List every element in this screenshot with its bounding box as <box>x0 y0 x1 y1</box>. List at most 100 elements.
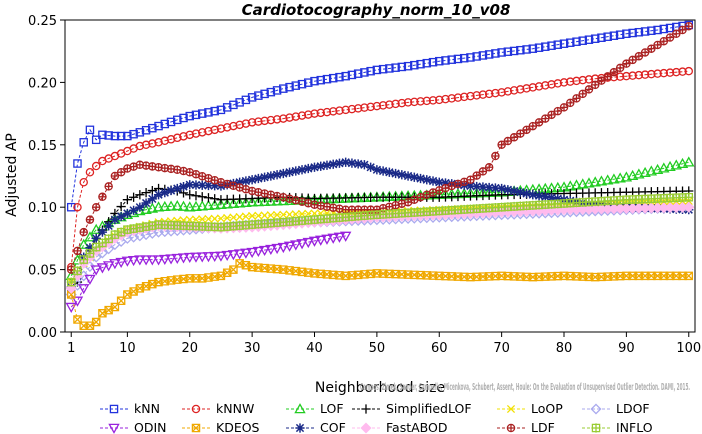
data-point <box>140 229 152 241</box>
data-point <box>90 265 102 276</box>
data-point <box>210 125 219 135</box>
data-point <box>96 263 109 274</box>
data-point <box>528 190 538 200</box>
data-point <box>197 128 207 137</box>
data-point <box>235 177 245 187</box>
data-point <box>304 78 313 87</box>
data-point <box>202 199 215 210</box>
data-point <box>341 71 350 81</box>
data-point <box>204 108 213 117</box>
data-point <box>73 202 82 212</box>
data-point <box>459 92 469 102</box>
data-point <box>391 63 400 72</box>
x-tick-label: 40 <box>306 341 323 356</box>
data-point <box>478 167 488 176</box>
data-point <box>391 99 400 109</box>
data-point <box>184 201 196 212</box>
y-tick-label: 0.15 <box>28 139 57 154</box>
data-point <box>435 56 444 66</box>
data-point <box>503 87 513 96</box>
data-point <box>459 53 469 63</box>
data-point <box>651 163 664 175</box>
data-point <box>141 125 151 135</box>
data-point <box>534 82 544 91</box>
data-point <box>366 66 375 76</box>
data-point <box>204 126 213 136</box>
data-point <box>441 94 450 104</box>
data-point <box>372 165 382 175</box>
data-point <box>509 46 519 56</box>
data-point <box>148 123 157 133</box>
legend-label: INFLO <box>616 420 653 434</box>
data-point <box>465 181 476 191</box>
data-point <box>478 182 488 192</box>
data-point <box>522 45 531 54</box>
data-point <box>115 257 127 269</box>
data-point <box>615 30 625 39</box>
data-point <box>141 188 151 198</box>
data-point <box>129 192 139 202</box>
legend: kNN kNNW LOF SimplifiedLOF LoOP LDOF ODIN KDEOS… <box>100 401 653 434</box>
data-point <box>491 88 500 98</box>
data-point <box>334 158 345 168</box>
y-tick-label: 0.05 <box>28 264 57 279</box>
legend-item-cof: COF <box>286 420 346 434</box>
data-point <box>116 211 126 222</box>
data-point <box>316 75 325 85</box>
data-point <box>71 296 84 307</box>
data-point <box>296 239 308 250</box>
data-point <box>572 76 581 86</box>
series-inflo <box>66 192 694 287</box>
legend-item-lof: LOF <box>286 401 344 416</box>
data-point <box>441 56 450 65</box>
data-point <box>653 25 662 35</box>
data-point <box>254 211 263 220</box>
data-point <box>472 181 482 192</box>
data-point <box>229 121 238 131</box>
data-point <box>484 89 494 99</box>
data-point <box>135 128 145 137</box>
data-point <box>315 235 327 246</box>
data-point <box>153 190 164 200</box>
data-point <box>147 194 157 204</box>
data-point <box>484 50 494 59</box>
data-point <box>85 125 95 135</box>
data-point <box>472 91 481 100</box>
data-point <box>615 63 625 73</box>
data-point <box>409 172 419 182</box>
data-point <box>78 238 90 249</box>
axes: 1 10 20 30 40 50 60 70 80 90 100 0.00 0.05 0.10 0.15 0.… <box>28 14 701 356</box>
data-point <box>135 141 145 151</box>
x-tick-label: 50 <box>369 341 386 356</box>
data-point <box>147 185 157 196</box>
data-point <box>127 255 140 267</box>
data-point <box>279 210 288 219</box>
data-point <box>210 194 220 204</box>
data-point <box>171 253 183 265</box>
data-point <box>309 162 320 172</box>
legend-item-ldof: LDOF <box>582 401 650 416</box>
data-point <box>260 116 269 126</box>
data-point <box>221 198 233 209</box>
data-point <box>91 135 101 145</box>
data-point <box>534 191 544 201</box>
data-point <box>515 187 525 197</box>
data-point <box>491 151 500 161</box>
legend-label: COF <box>320 420 346 434</box>
data-point <box>684 22 694 31</box>
data-point <box>626 169 639 181</box>
data-point <box>333 232 346 243</box>
data-point <box>422 175 432 185</box>
data-point <box>91 233 101 243</box>
data-point <box>240 196 252 207</box>
data-point <box>252 246 265 258</box>
data-point <box>208 199 221 210</box>
data-point <box>361 404 371 414</box>
data-point <box>478 90 488 99</box>
data-point <box>79 177 88 187</box>
data-point <box>506 404 516 414</box>
data-point <box>628 28 637 38</box>
data-point <box>91 317 101 327</box>
data-point <box>403 61 413 71</box>
data-point <box>160 119 170 129</box>
